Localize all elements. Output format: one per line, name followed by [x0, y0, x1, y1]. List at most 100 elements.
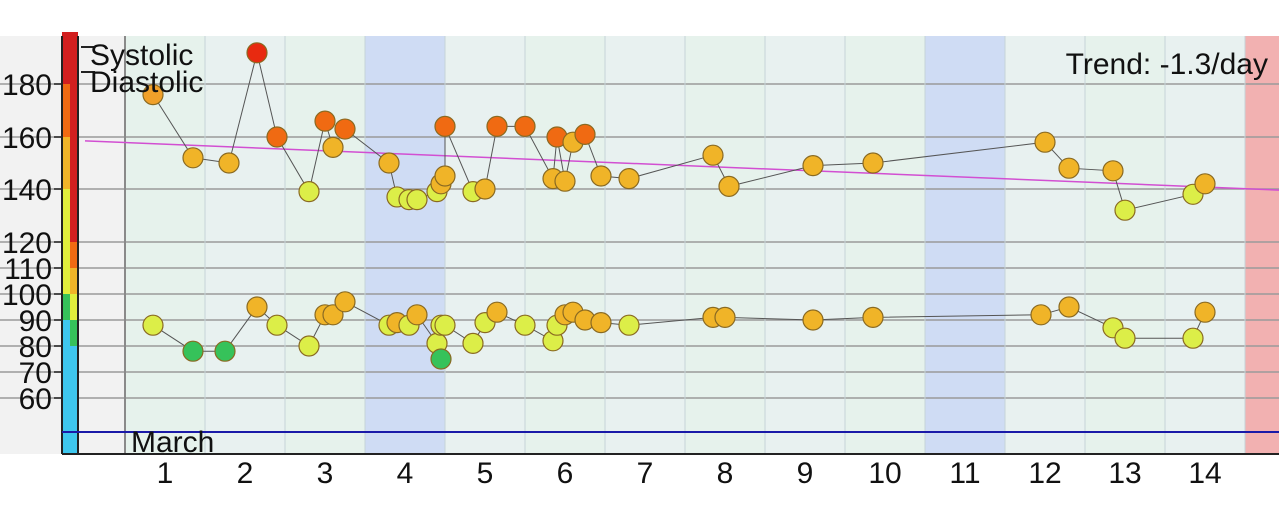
x-tick-label: 8: [717, 457, 734, 490]
day-band: [1165, 36, 1245, 454]
day-band: [445, 36, 525, 454]
x-tick-label: 9: [797, 457, 814, 490]
systolic-point: [298, 181, 320, 203]
systolic-point: [246, 42, 268, 64]
day-band: [125, 36, 205, 454]
systolic-point: [474, 178, 496, 200]
x-tick-label: 3: [317, 457, 334, 490]
diastolic-point: [182, 340, 204, 362]
y-tick-label: 120: [2, 227, 52, 260]
x-tick-label: 12: [1028, 457, 1061, 490]
systolic-point: [590, 165, 612, 187]
systolic-point: [486, 115, 508, 138]
y-tick-label: 70: [19, 357, 52, 390]
systolic-point: [406, 189, 428, 211]
day-band: [845, 36, 925, 454]
bp-scale-segment: [70, 294, 78, 320]
diastolic-point: [714, 306, 736, 328]
bp-scale-segment: [62, 137, 70, 189]
diastolic-point: [862, 306, 884, 328]
day-band: [685, 36, 765, 454]
x-tick-label: 13: [1108, 457, 1141, 490]
diastolic-point: [1194, 301, 1216, 323]
diastolic-point: [1182, 327, 1204, 349]
diastolic-point: [486, 301, 508, 323]
systolic-point: [334, 118, 356, 140]
systolic-point: [1114, 199, 1136, 221]
x-tick-label: 11: [949, 457, 980, 490]
systolic-point: [142, 83, 164, 106]
weekend-band: [365, 36, 445, 454]
diastolic-point: [514, 314, 536, 336]
legend-diastolic: Diastolic: [90, 66, 203, 99]
systolic-point: [266, 126, 288, 148]
systolic-point: [862, 152, 884, 174]
x-tick-label: 1: [157, 457, 174, 490]
day-band: [605, 36, 685, 454]
diastolic-point: [298, 335, 320, 357]
diastolic-point: [1114, 327, 1136, 349]
diastolic-point: [142, 314, 164, 336]
day-band: [525, 36, 605, 454]
diastolic-point: [406, 304, 428, 326]
diastolic-point: [462, 332, 484, 354]
bp-scale-segment: [62, 189, 70, 294]
y-tick-label: 80: [19, 331, 52, 364]
diastolic-point: [246, 296, 268, 318]
systolic-point: [1058, 157, 1080, 179]
diastolic-point: [1058, 296, 1080, 318]
x-tick-label: 6: [557, 457, 574, 490]
diastolic-point: [266, 314, 288, 336]
x-tick-label: 5: [477, 457, 494, 490]
systolic-point: [434, 165, 456, 187]
y-tick-label: 60: [19, 383, 52, 416]
x-tick-label: 4: [397, 457, 414, 490]
day-band: [1005, 36, 1085, 454]
bp-scale-segment: [70, 32, 78, 242]
systolic-point: [322, 136, 344, 158]
diastolic-point: [1030, 304, 1052, 326]
trend-line: [84, 140, 1279, 191]
day-band: [765, 36, 845, 454]
legend-systolic: Systolic: [90, 39, 193, 72]
bp-scale-segment: [62, 320, 70, 454]
y-tick-label: 110: [4, 253, 52, 286]
systolic-point: [1034, 131, 1056, 153]
systolic-point: [314, 110, 336, 132]
day-band: [205, 36, 285, 454]
bp-scale-segment: [70, 268, 78, 294]
trend-label: Trend: -1.3/day: [1066, 48, 1268, 81]
diastolic-point: [434, 314, 456, 336]
diastolic-point: [214, 340, 236, 362]
day-band: [285, 36, 365, 454]
systolic-point: [1102, 160, 1124, 182]
diastolic-point: [618, 314, 640, 336]
systolic-point: [618, 168, 640, 190]
y-tick-label: 90: [19, 305, 52, 338]
systolic-point: [218, 152, 240, 174]
x-tick-label: 10: [868, 457, 901, 490]
bp-scale-segment: [70, 346, 78, 454]
bp-scale-segment: [70, 320, 78, 346]
weekend-band: [925, 36, 1005, 454]
bp-scale-segment: [62, 32, 70, 84]
systolic-point: [434, 115, 456, 138]
diastolic-point: [430, 348, 452, 370]
systolic-point: [802, 155, 824, 177]
systolic-point: [702, 144, 724, 166]
y-tick-label: 140: [2, 174, 52, 207]
future-band: [1245, 36, 1279, 454]
diastolic-point: [802, 309, 824, 331]
systolic-point: [378, 152, 400, 174]
y-tick-label: 180: [2, 69, 52, 102]
x-tick-label: 2: [237, 457, 254, 490]
bp-scale-segment: [62, 294, 70, 320]
y-tick-label: 100: [2, 279, 52, 312]
systolic-point: [574, 123, 596, 145]
systolic-point: [182, 147, 204, 169]
systolic-point: [554, 170, 576, 192]
diastolic-point: [590, 312, 612, 334]
bp-scale-segment: [70, 242, 78, 268]
